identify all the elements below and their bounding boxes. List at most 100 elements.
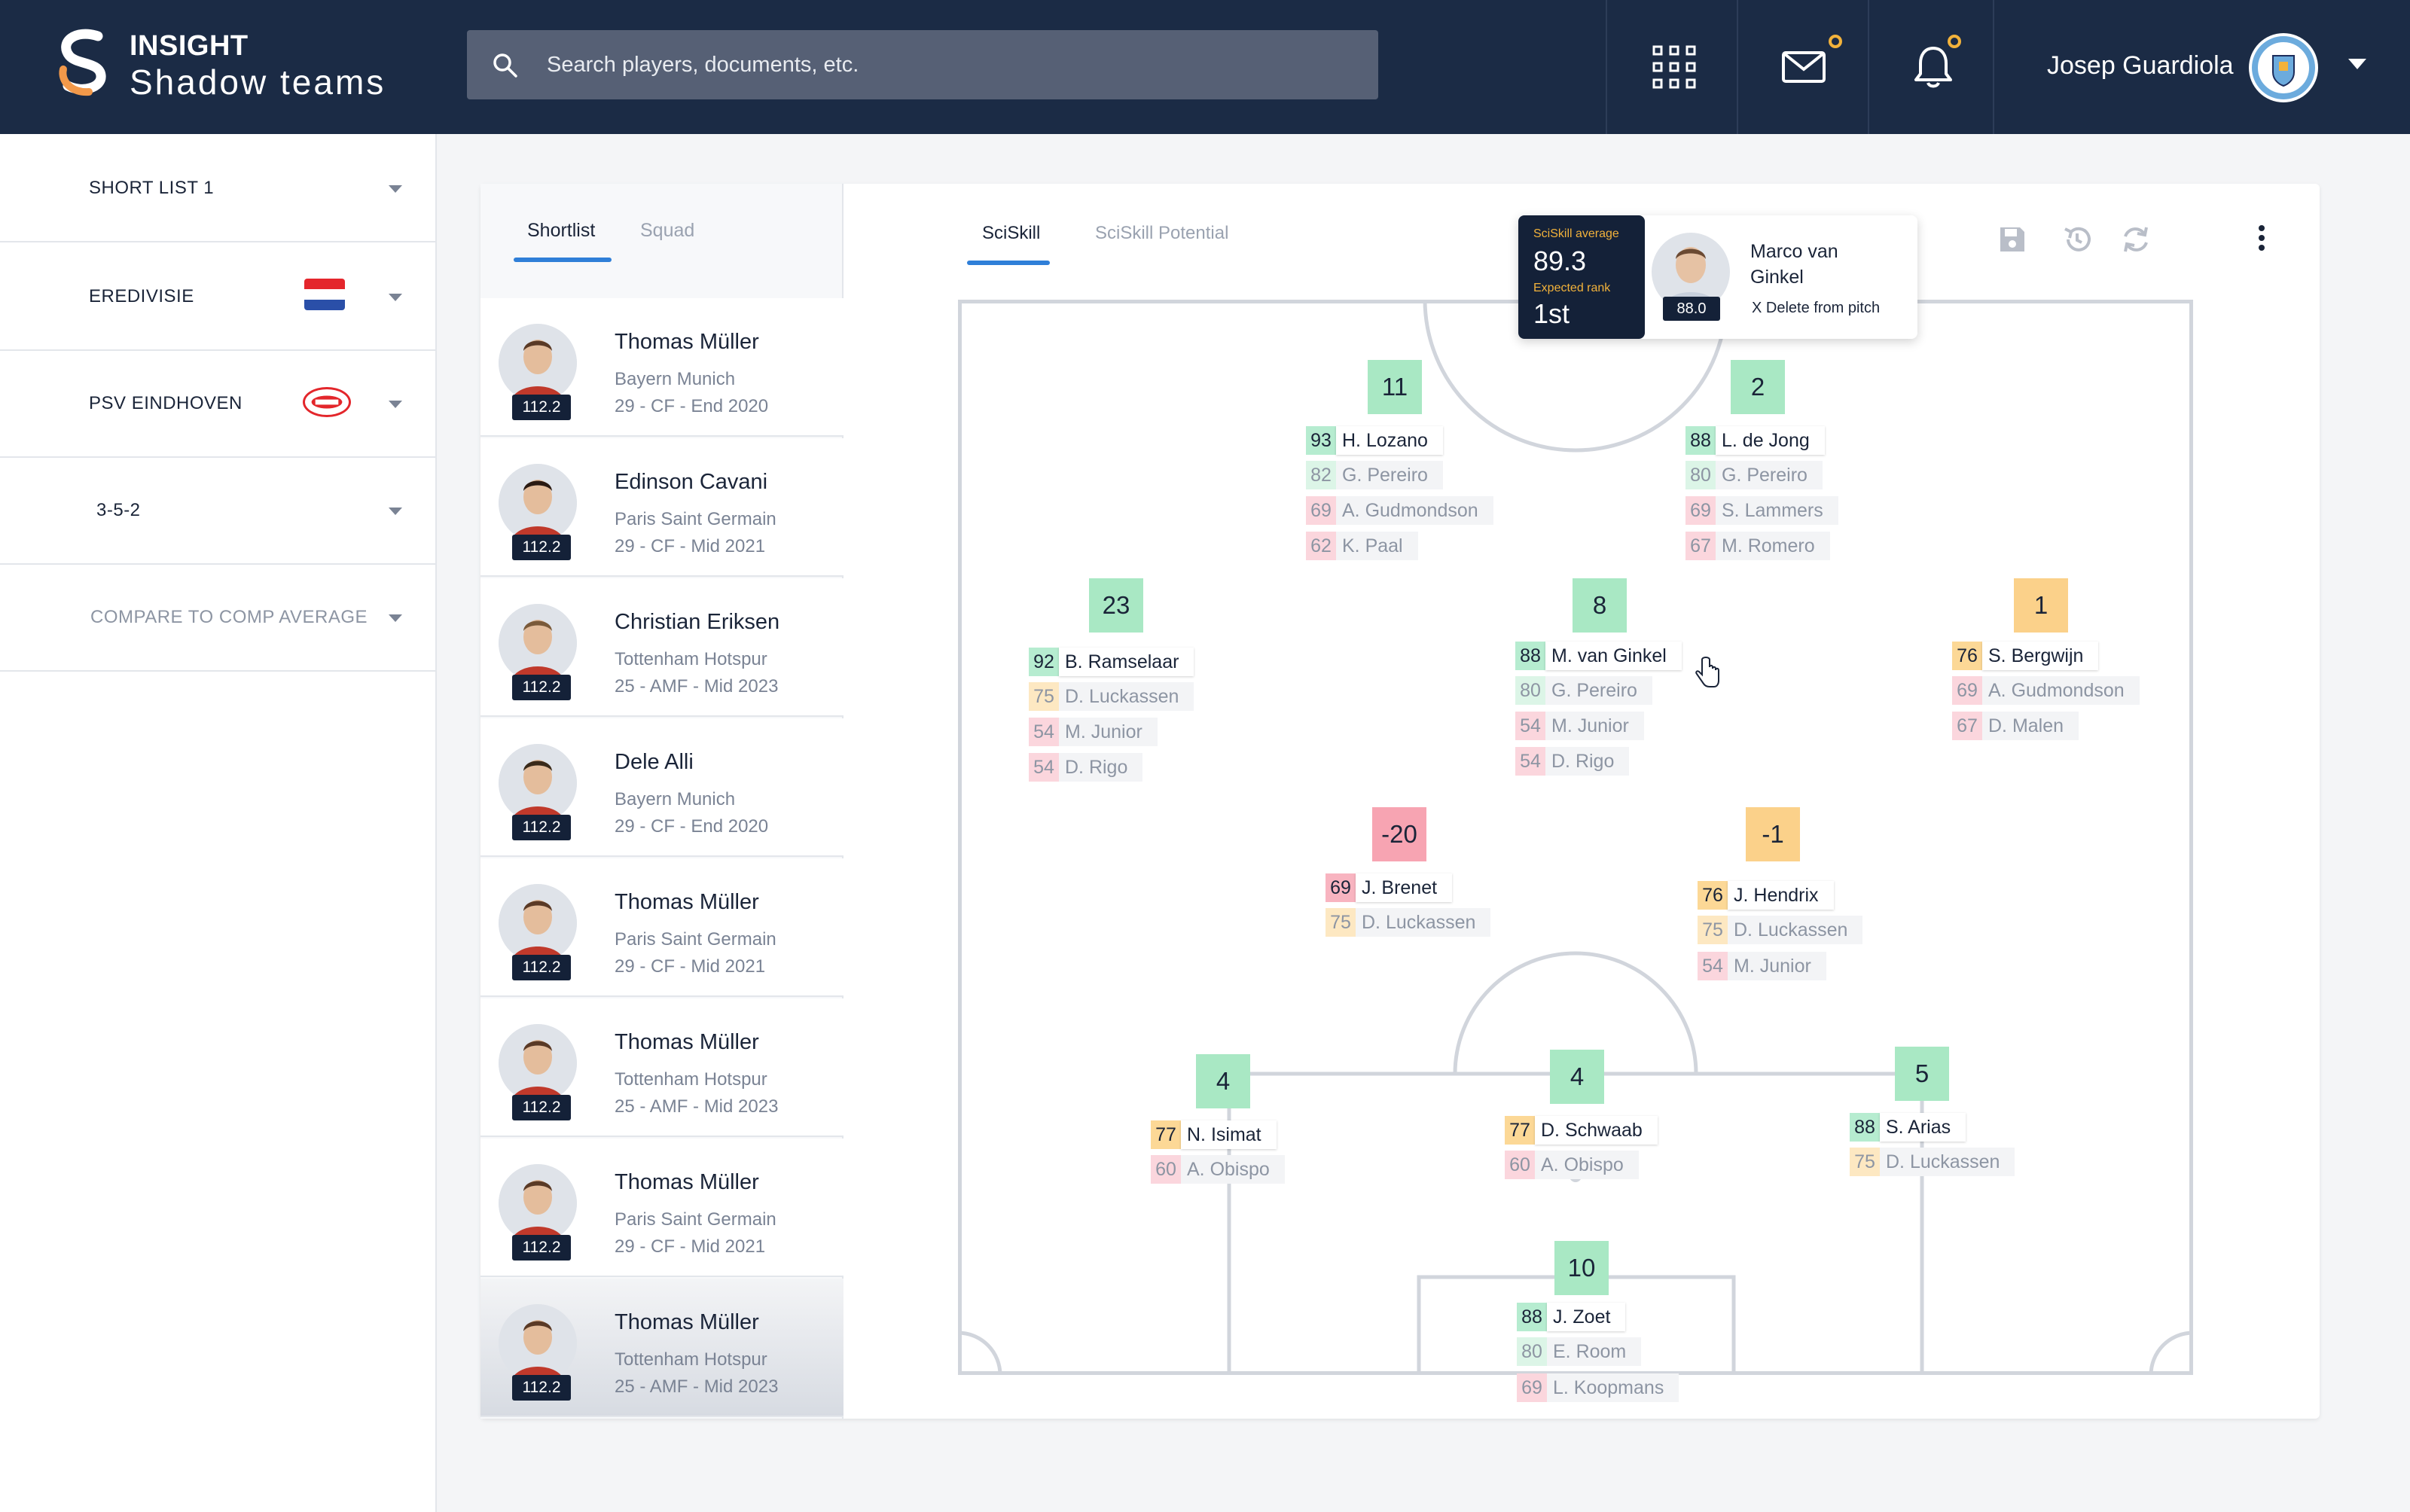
alternative-player-chip[interactable]: 54 M. Junior [1698,952,1826,980]
user-name[interactable]: Josep Guardiola [2047,51,2234,80]
position-number-badge[interactable]: 4 [1196,1054,1250,1108]
player-list-item[interactable]: 112.2 Thomas Müller Tottenham Hotspur 25 - … [480,1279,844,1417]
starting-player-chip[interactable]: 76 S. Bergwijn [1952,642,2099,670]
search-input[interactable] [547,30,1338,99]
player-name: Thomas Müller [615,890,759,914]
filter-formation[interactable]: 3-5-2 [0,458,437,565]
alternative-player-chip[interactable]: 80 G. Pereiro [1685,461,1823,489]
player-meta: 29 - CF - End 2020 [615,816,769,837]
player-meta: 29 - CF - Mid 2021 [615,1236,766,1257]
starting-player-chip[interactable]: 77 D. Schwaab [1505,1116,1658,1145]
player-name: Thomas Müller [615,1170,759,1194]
player-name: B. Ramselaar [1059,648,1194,676]
mail-icon[interactable] [1780,44,1827,90]
alternative-player-chip[interactable]: 75 D. Luckassen [1326,908,1491,937]
alternative-player-chip[interactable]: 80 G. Pereiro [1515,676,1652,705]
player-list-item[interactable]: 112.2 Thomas Müller Tottenham Hotspur 25 - … [480,998,844,1137]
history-icon[interactable] [2061,223,2094,256]
alternative-player-chip[interactable]: 82 G. Pereiro [1306,461,1443,489]
alternative-player-chip[interactable]: 69 A. Gudmondson [1952,676,2140,705]
bell-icon[interactable] [1910,44,1957,90]
starting-player-chip[interactable]: 69 J. Brenet [1326,873,1453,902]
position-number-badge[interactable]: 5 [1895,1047,1949,1101]
club-crest-icon[interactable] [2249,33,2318,102]
sciskill-score: 75 [1698,916,1728,944]
sciskill-score: 80 [1515,676,1545,705]
more-options-icon[interactable] [2258,224,2265,251]
alternative-player-chip[interactable]: 54 M. Junior [1029,718,1158,746]
alternative-player-chip[interactable]: 60 A. Obispo [1151,1155,1285,1184]
tab-sciskill-potential[interactable]: SciSkill Potential [1095,223,1229,243]
player-list-item[interactable]: 112.2 Dele Alli Bayern Munich 29 - CF - End… [480,718,844,857]
alternative-player-chip[interactable]: 75 D. Luckassen [1029,682,1194,711]
player-list-item[interactable]: 112.2 Christian Eriksen Tottenham Hotspur 2… [480,578,844,717]
player-name: D. Rigo [1545,747,1630,776]
position-number-badge[interactable]: 4 [1550,1050,1604,1104]
player-name: L. de Jong [1716,426,1825,455]
player-list-item[interactable]: 112.2 Thomas Müller Bayern Munich 29 - CF -… [480,298,844,437]
player-name: E. Room [1547,1337,1642,1366]
starting-player-chip[interactable]: 76 J. Hendrix [1698,881,1834,910]
alternative-player-chip[interactable]: 54 D. Rigo [1029,753,1143,782]
position-number-badge[interactable]: 8 [1573,578,1627,633]
player-list-item[interactable]: 112.2 Thomas Müller Paris Saint Germain 29 … [480,858,844,997]
filter-club[interactable]: PSV EINDHOVEN [0,351,437,458]
filter-compare[interactable]: COMPARE TO COMP AVERAGE [0,565,437,672]
tab-shortlist[interactable]: Shortlist [527,220,596,241]
starting-player-chip[interactable]: 88 S. Arias [1850,1113,1966,1142]
position-number-badge[interactable]: 10 [1554,1241,1609,1295]
tab-sciskill[interactable]: SciSkill [982,223,1041,243]
apps-grid-icon[interactable] [1651,44,1698,90]
header-divider [1606,0,1607,134]
alternative-player-chip[interactable]: 60 A. Obispo [1505,1151,1639,1179]
filter-league[interactable]: EREDIVISIE [0,244,437,351]
search-icon [493,53,517,78]
brand-name: INSIGHT [130,30,249,62]
player-name: A. Gudmondson [1982,676,2140,705]
sciskill-score: 88 [1517,1303,1547,1331]
search-box[interactable] [467,30,1378,99]
player-list-item[interactable]: 112.2 Edinson Cavani Paris Saint Germain 29… [480,438,844,577]
player-club: Tottenham Hotspur [615,1069,767,1090]
position-number-badge[interactable]: 11 [1368,360,1422,414]
position-number-badge[interactable]: 2 [1731,360,1785,414]
player-club: Paris Saint Germain [615,929,776,950]
position-number-badge[interactable]: -20 [1372,807,1426,861]
sciskill-score: 62 [1306,532,1336,560]
alternative-player-chip[interactable]: 75 D. Luckassen [1850,1148,2015,1176]
player-name: D. Luckassen [1728,916,1863,944]
sciskill-score: 77 [1505,1116,1535,1145]
football-pitch [958,300,2193,1375]
starting-player-chip[interactable]: 88 J. Zoet [1517,1303,1626,1331]
filter-shortlist[interactable]: SHORT LIST 1 [0,136,437,242]
player-list-item[interactable]: 112.2 Thomas Müller Paris Saint Germain 29 … [480,1139,844,1277]
starting-player-chip[interactable]: 88 L. de Jong [1685,426,1825,455]
position-number-badge[interactable]: 23 [1089,578,1143,633]
starting-player-chip[interactable]: 77 N. Isimat [1151,1120,1277,1149]
player-name: M. Junior [1545,712,1644,740]
save-icon[interactable] [1996,223,2029,256]
delete-from-pitch-button[interactable]: X Delete from pitch [1752,300,1881,316]
alternative-player-chip[interactable]: 54 M. Junior [1515,712,1644,740]
alternative-player-chip[interactable]: 69 A. Gudmondson [1306,496,1493,525]
position-number-badge[interactable]: -1 [1746,807,1800,861]
alternative-player-chip[interactable]: 80 E. Room [1517,1337,1642,1366]
alternative-player-chip[interactable]: 69 S. Lammers [1685,496,1838,525]
position-number-badge[interactable]: 1 [2014,578,2068,633]
alternative-player-chip[interactable]: 62 K. Paal [1306,532,1418,560]
tab-squad[interactable]: Squad [640,220,695,241]
starting-player-chip[interactable]: 88 M. van Ginkel [1515,642,1682,670]
alternative-player-chip[interactable]: 54 D. Rigo [1515,747,1630,776]
alternative-player-chip[interactable]: 67 M. Romero [1685,532,1830,560]
alternative-player-chip[interactable]: 67 D. Malen [1952,712,2079,740]
starting-player-chip[interactable]: 92 B. Ramselaar [1029,648,1194,676]
user-menu-caret-icon[interactable] [2348,59,2366,69]
alternative-player-chip[interactable]: 75 D. Luckassen [1698,916,1863,944]
active-tab-indicator [967,261,1050,265]
player-name: M. Junior [1059,718,1158,746]
player-name: Thomas Müller [615,1030,759,1054]
refresh-icon[interactable] [2119,223,2152,256]
alternative-player-chip[interactable]: 69 L. Koopmans [1517,1373,1679,1402]
player-photo [499,744,577,822]
starting-player-chip[interactable]: 93 H. Lozano [1306,426,1443,455]
